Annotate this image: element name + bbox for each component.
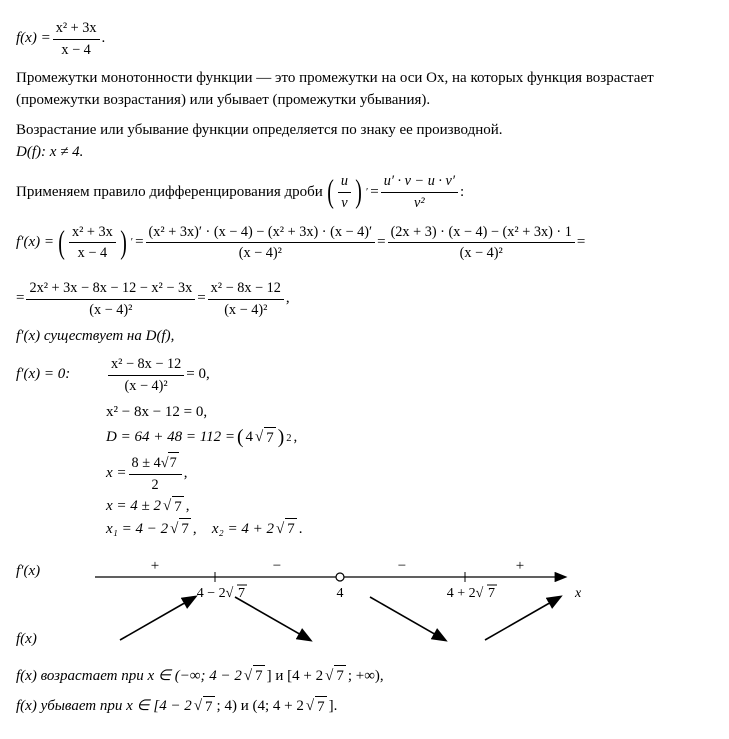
solve-line-4: x = 8 ± 4√7 2 , [16,452,713,495]
paragraph-2: Возрастание или убывание функции определ… [16,120,713,142]
domain-line: D(f): x ≠ 4. [16,142,713,164]
svg-text:4 − 2√: 4 − 2√ [197,586,234,601]
solve-line-2: x² − 8x − 12 = 0, [16,402,713,424]
conclusion-decreasing: f(x) убывает при x ∈ [4 − 2 √7 ; 4) и (4… [16,696,713,719]
derivative-step-2: = 2x² + 3x − 8x − 12 − x² − 3x (x − 4)² … [16,278,713,320]
f-axis-label: f(x) [16,629,40,651]
solve-line-1: f′(x) = 0: x² − 8x − 12 (x − 4)² = 0, [16,354,713,396]
derivative-exists: f′(x) существует на D(f), [16,326,713,348]
svg-text:7: 7 [488,586,495,601]
solve-line-6: x₁ = 4 − 2 √7 , x₂ = 4 + 2 √7 . [16,518,713,541]
svg-text:4: 4 [337,586,344,601]
sign-line-svg: +−−+4 − 2√744 + 2√7x [40,555,600,650]
solve-line-3: D = 64 + 48 = 112 = ( 4 √7 ) 2 , [16,424,713,452]
fprime-axis-label: f′(x) [16,561,40,583]
svg-text:−: − [273,558,281,574]
paragraph-1: Промежутки монотонности функции — это пр… [16,68,713,112]
sign-diagram: f′(x) f(x) +−−+4 − 2√744 + 2√7x [16,555,713,651]
svg-text:+: + [516,558,524,574]
solve-line-5: x = 4 ± 2 √7 , [16,496,713,519]
svg-text:4 + 2√: 4 + 2√ [447,586,484,601]
svg-text:+: + [151,558,159,574]
derivative-step-1: f′(x) = ( x² + 3x x − 4 ) ′ = (x² + 3x)′… [16,222,713,264]
conclusion-increasing: f(x) возрастает при x ∈ (−∞; 4 − 2 √7 ] … [16,665,713,688]
function-definition: f(x) = x² + 3x x − 4 . [16,18,713,60]
fx-label: f(x) = [16,28,51,50]
quotient-rule: Применяем правило дифференцирования дроб… [16,171,713,213]
svg-text:−: − [398,558,406,574]
svg-text:x: x [574,586,582,601]
fx-fraction: x² + 3x x − 4 [53,18,100,60]
